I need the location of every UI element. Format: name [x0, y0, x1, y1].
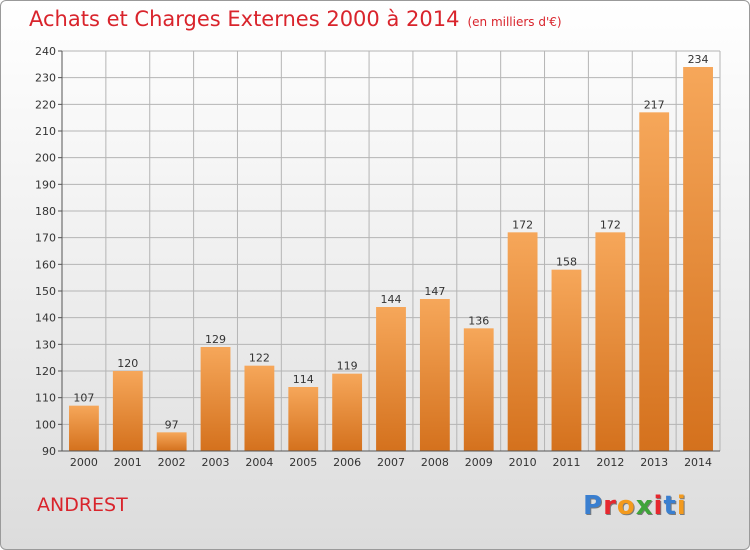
- logo-letter: i: [676, 491, 687, 521]
- data-label: 129: [205, 333, 226, 346]
- x-tick-label: 2008: [421, 456, 449, 469]
- logo-letter: o: [616, 491, 636, 521]
- logo-letter: r: [603, 491, 617, 521]
- x-tick-label: 2003: [202, 456, 230, 469]
- y-tick-label: 120: [35, 365, 56, 378]
- bar: [244, 365, 275, 451]
- bar: [288, 387, 319, 451]
- data-label: 158: [556, 256, 577, 269]
- chart-title: Achats et Charges Externes 2000 à 2014 (e…: [29, 7, 562, 31]
- bar: [507, 232, 538, 451]
- y-tick-label: 100: [35, 418, 56, 431]
- chart-subtitle: (en milliers d'€): [467, 15, 562, 29]
- y-tick-label: 90: [42, 445, 56, 458]
- bar: [639, 112, 670, 451]
- bar: [112, 371, 143, 451]
- x-tick-label: 2002: [158, 456, 186, 469]
- x-tick-label: 2001: [114, 456, 142, 469]
- y-tick-label: 170: [35, 232, 56, 245]
- axes: 90 100 110 120 130 140 150 160 170 180 190 200 210 22…: [35, 45, 720, 469]
- data-label: 119: [337, 360, 358, 373]
- x-tick-label: 2013: [640, 456, 668, 469]
- data-label: 234: [688, 53, 709, 66]
- data-label: 107: [73, 392, 94, 405]
- logo-letter: P: [583, 491, 604, 521]
- y-tick-label: 110: [35, 392, 56, 405]
- y-tick-label: 240: [35, 45, 56, 58]
- bar: [69, 405, 99, 451]
- data-label: 144: [381, 293, 402, 306]
- y-tick-label: 160: [35, 258, 56, 271]
- logo-letter: x: [635, 491, 654, 521]
- bars: 107 120 97 129 122 114 119 144 147 136 172 158 172 21…: [69, 53, 713, 451]
- bar: [332, 373, 363, 451]
- x-tick-label: 2000: [70, 456, 98, 469]
- x-tick-label: 2004: [245, 456, 273, 469]
- town-name: ANDREST: [37, 494, 128, 516]
- data-label: 172: [600, 218, 621, 231]
- y-tick-label: 140: [35, 312, 56, 325]
- logo-letter: t: [663, 491, 677, 521]
- data-label: 97: [165, 418, 179, 431]
- logo-letter: i: [653, 491, 664, 521]
- y-tick-label: 200: [35, 152, 56, 165]
- x-tick-label: 2012: [596, 456, 624, 469]
- y-tick-label: 130: [35, 338, 56, 351]
- data-label: 147: [424, 285, 445, 298]
- y-tick-label: 210: [35, 125, 56, 138]
- bar: [595, 232, 626, 451]
- y-tick-label: 150: [35, 285, 56, 298]
- x-tick-label: 2005: [289, 456, 317, 469]
- bar: [376, 307, 406, 451]
- bar: [683, 67, 713, 451]
- x-tick-label: 2011: [552, 456, 580, 469]
- data-label: 114: [293, 373, 314, 386]
- data-label: 120: [117, 357, 138, 370]
- y-tick-label: 180: [35, 205, 56, 218]
- x-tick-label: 2006: [333, 456, 361, 469]
- bar: [463, 328, 494, 451]
- y-tick-label: 230: [35, 72, 56, 85]
- bar: [551, 269, 582, 451]
- proxiti-logo: Proxiti: [583, 491, 687, 521]
- x-tick-label: 2007: [377, 456, 405, 469]
- data-label: 172: [512, 218, 533, 231]
- y-tick-label: 220: [35, 98, 56, 111]
- data-label: 136: [468, 314, 489, 327]
- y-tick-label: 190: [35, 178, 56, 191]
- x-tick-label: 2009: [465, 456, 493, 469]
- data-label: 217: [644, 98, 665, 111]
- bar: [156, 432, 187, 451]
- title-text: Achats et Charges Externes 2000 à 2014: [29, 7, 460, 31]
- bar: [200, 347, 231, 451]
- bar: [419, 299, 450, 451]
- data-label: 122: [249, 352, 270, 365]
- x-tick-label: 2014: [684, 456, 712, 469]
- x-tick-label: 2010: [509, 456, 537, 469]
